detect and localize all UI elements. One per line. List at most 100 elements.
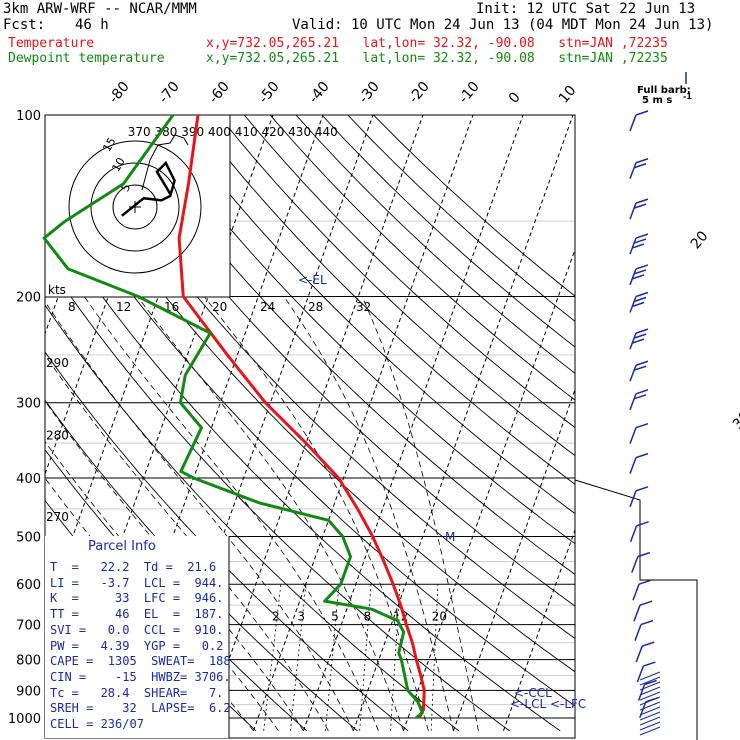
hodograph-trace	[121, 160, 176, 217]
dry-adiabat	[269, 115, 575, 401]
wind-barb-flag	[635, 233, 649, 239]
mixing-ratio-line	[325, 584, 340, 731]
isotherm-label: 0	[506, 89, 524, 106]
dewpoint-legend-label: Dewpoint temperature	[8, 51, 165, 66]
wind-barb-flag	[633, 269, 647, 275]
moist-adiabat	[203, 296, 429, 731]
parcel-info-row: SREH = 32 LAPSE= 6.2	[50, 701, 231, 716]
isotherm	[252, 115, 474, 731]
wind-barb-low	[639, 696, 661, 706]
hodograph-panel	[44, 114, 231, 298]
temperature-legend-label: Temperature	[8, 36, 95, 51]
wind-barb-flag	[633, 296, 647, 303]
wind-barb-staff	[629, 490, 637, 508]
isotherm-label: 20	[688, 228, 712, 252]
hodograph-ring	[90, 162, 180, 252]
theta-label: 380	[155, 125, 178, 139]
wind-barb-low	[639, 681, 661, 691]
wind-barb-staff	[636, 665, 645, 683]
model-title: 3km ARW-WRF -- NCAR/MMM	[3, 1, 197, 17]
isotherm-label: -40	[306, 79, 333, 107]
wind-barb-low	[639, 716, 661, 726]
wind-barb-low	[639, 706, 661, 716]
isotherm	[302, 115, 524, 731]
mixing-ratio-label: 8	[364, 610, 372, 624]
wind-barb-flag	[635, 389, 649, 395]
mixing-ratio-line	[430, 584, 439, 731]
mixing-ratio-line	[263, 584, 282, 731]
wind-barb-flag	[633, 163, 647, 169]
wind-barb-flag	[643, 661, 656, 667]
pressure-label-900: 900	[16, 684, 41, 699]
isotherm-label: -70	[156, 79, 183, 107]
hodograph-speed-label: 28	[308, 300, 323, 314]
wind-barb-flag	[635, 360, 649, 366]
dry-adiabat	[45, 351, 409, 732]
forecast-hour: 46 h	[75, 17, 109, 33]
pressure-label-500: 500	[16, 530, 41, 545]
isotherm-label: -10	[456, 79, 483, 107]
barb-legend-line2: 5 m s	[642, 95, 672, 106]
init-time: Init: 12 UTC Sat 22 Jun 13	[476, 1, 696, 17]
mixing-ratio-label: 20	[432, 610, 447, 624]
wind-barb-staff	[629, 393, 637, 411]
wind-barb-flag	[635, 328, 649, 334]
wind-barb-staff	[637, 684, 646, 701]
wind-barb-staff	[629, 364, 637, 382]
wind-barb-flag	[633, 203, 647, 209]
parcel-info-title: Parcel Info	[88, 539, 156, 554]
dry-adiabat	[140, 115, 575, 545]
pressure-label-800: 800	[16, 654, 41, 669]
moist-adiabat	[137, 296, 404, 731]
wind-barb-flag	[635, 264, 649, 270]
dry-adiabat	[373, 115, 575, 297]
mixing-ratio-label: 3	[297, 610, 305, 624]
theta-label-left: 280	[46, 429, 69, 443]
dry-adiabat	[45, 304, 460, 732]
dry-adiabat	[166, 115, 575, 515]
wind-barb-flag	[633, 394, 647, 400]
wind-barb-staff	[635, 645, 643, 663]
temperature-trace	[177, 114, 426, 719]
wind-barb-staff	[632, 583, 640, 601]
temperature-location: x,y=732.05,265.21 lat,lon= 32.32, -90.08…	[206, 36, 668, 51]
wind-barb-flag	[635, 422, 649, 429]
wind-barb-flag	[633, 365, 647, 371]
parcel-info-row: TT = 46 EL = 187.	[50, 607, 224, 622]
hodograph-ring-label: 10	[109, 155, 127, 174]
wind-barb-staff	[629, 296, 637, 313]
wind-barb-flag	[640, 619, 654, 626]
wind-barb-staff	[634, 624, 642, 641]
wind-barb-staff	[629, 332, 637, 350]
m-marker: M	[445, 530, 455, 544]
wind-barb-flag	[635, 198, 649, 204]
wind-barb-flag	[635, 158, 649, 164]
dry-adiabat	[347, 115, 575, 322]
wind-barb-staff	[629, 525, 638, 543]
wind-barb-low	[639, 671, 661, 681]
pressure-label-600: 600	[16, 578, 41, 593]
wind-barb-staff	[629, 114, 637, 132]
isotherm-label: -30	[356, 79, 383, 107]
wind-barb-low	[639, 711, 661, 721]
dry-adiabat	[62, 115, 575, 639]
wind-barb-flag	[631, 243, 645, 249]
theta-label-left: 290	[46, 356, 69, 370]
wind-barb-flag	[635, 110, 649, 116]
wind-barb-staff	[631, 556, 639, 573]
dewpoint-trace	[42, 114, 424, 720]
isotherm-label: -60	[206, 79, 233, 107]
dewpoint-location: x,y=732.05,265.21 lat,lon= 32.32, -90.08…	[206, 51, 668, 66]
mixing-ratio-label: 5	[331, 610, 339, 624]
wind-barb-low	[639, 701, 661, 711]
isotherm-label: -50	[256, 79, 283, 107]
mixing-ratio-label: 2	[272, 610, 280, 624]
theta-label: 400	[208, 125, 231, 139]
hodograph-speed-label: 24	[260, 300, 275, 314]
valid-time: Valid: 10 UTC Mon 24 Jun 13 (04 MDT Mon …	[292, 17, 714, 33]
parcel-info-bg	[45, 536, 229, 738]
dry-adiabat	[243, 115, 575, 429]
theta-label: 390	[181, 125, 204, 139]
parcel-info-row: PW = 4.39 YGP = 0.2	[50, 638, 224, 653]
